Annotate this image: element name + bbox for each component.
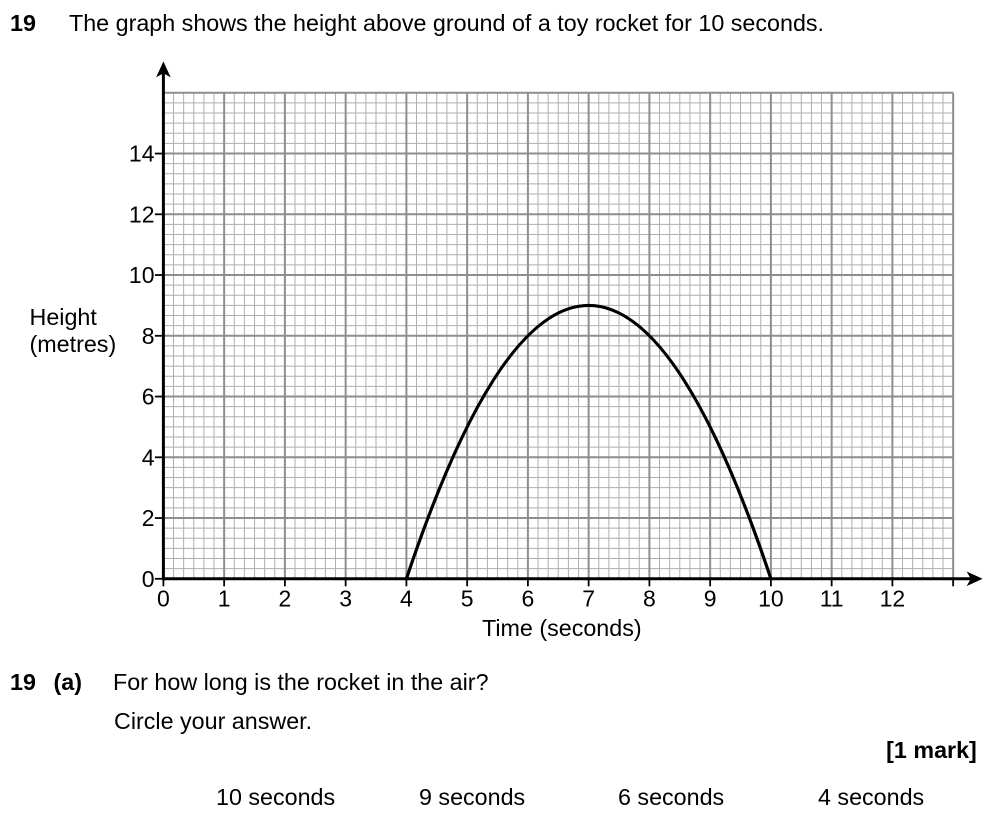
svg-text:10: 10 <box>758 586 784 612</box>
svg-text:4: 4 <box>400 586 413 612</box>
svg-text:9: 9 <box>704 586 717 612</box>
svg-text:3: 3 <box>339 586 352 612</box>
svg-text:11: 11 <box>820 586 844 612</box>
svg-text:6: 6 <box>142 384 155 410</box>
svg-text:12: 12 <box>880 586 906 612</box>
svg-text:10: 10 <box>129 262 155 288</box>
svg-text:8: 8 <box>643 586 656 612</box>
svg-text:Time (seconds): Time (seconds) <box>482 615 642 641</box>
svg-text:12: 12 <box>129 201 155 227</box>
svg-text:2: 2 <box>279 586 292 612</box>
svg-text:6: 6 <box>522 586 535 612</box>
svg-text:7: 7 <box>582 586 595 612</box>
svg-text:2: 2 <box>142 505 155 531</box>
svg-text:8: 8 <box>142 323 155 349</box>
svg-text:14: 14 <box>129 141 155 167</box>
svg-text:0: 0 <box>157 586 170 612</box>
svg-text:0: 0 <box>142 566 155 592</box>
svg-text:4: 4 <box>142 444 155 470</box>
svg-text:5: 5 <box>461 586 474 612</box>
svg-text:1: 1 <box>218 586 231 612</box>
